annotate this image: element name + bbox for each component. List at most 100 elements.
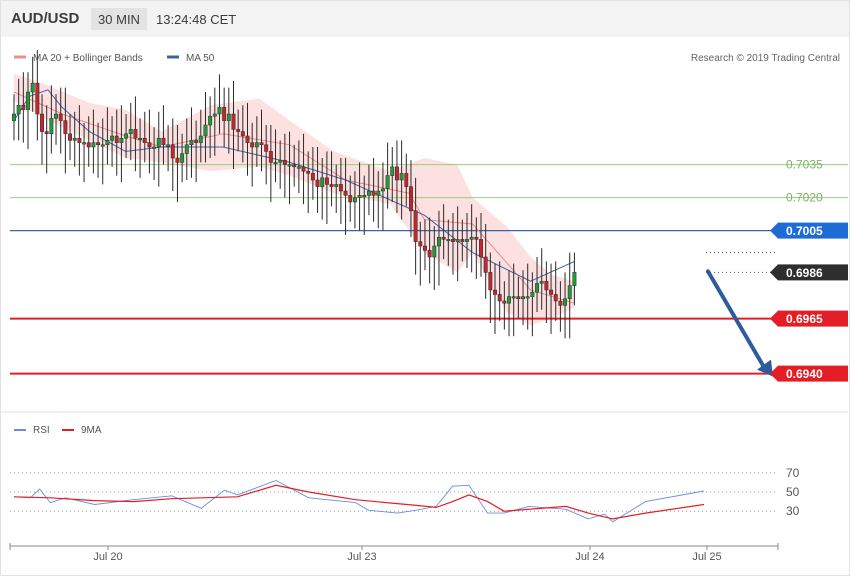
candle-body: [343, 190, 348, 196]
timeframe-label: 30 MIN: [98, 12, 140, 27]
candle-body: [352, 197, 357, 203]
candle-body: [44, 131, 49, 135]
candles: [12, 50, 577, 339]
candle-body: [427, 250, 432, 258]
clock-label: 13:24:48 CET: [156, 12, 237, 27]
candle-body: [488, 272, 493, 291]
rsi-ma-legend-label: 9MA: [81, 425, 102, 436]
candle-body: [142, 137, 147, 143]
candle-body: [86, 142, 91, 148]
candle-body: [161, 137, 166, 146]
candle-body: [539, 280, 544, 284]
support-2-tag: [778, 365, 848, 382]
candle-body: [152, 146, 157, 149]
candle-body: [147, 142, 152, 148]
candle-body: [306, 170, 311, 174]
candle-body: [72, 137, 77, 141]
candle-body: [474, 236, 479, 240]
candle-body: [128, 129, 133, 135]
candle-body: [437, 236, 441, 247]
rsi-legend-label: RSI: [33, 425, 50, 436]
last-price-tag-pointer: [770, 264, 778, 281]
symbol-label: AUD/USD: [11, 10, 80, 27]
candle-body: [572, 272, 577, 286]
x-tick-label: Jul 23: [347, 551, 376, 563]
candle-body: [413, 210, 418, 242]
candle-body: [315, 179, 320, 187]
candle-body: [278, 159, 283, 163]
candle-body: [497, 294, 502, 302]
candle-body: [114, 135, 119, 143]
candle-body: [82, 142, 86, 145]
copyright-label: Research © 2019 Trading Central: [691, 53, 840, 64]
candle-body: [217, 107, 222, 115]
timeframe-selector[interactable]: 30 MIN: [91, 8, 147, 30]
candle-body: [385, 175, 390, 190]
chart-header: AUD/USD 30 MIN 13:24:48 CET: [1, 1, 849, 37]
candle-body: [338, 184, 343, 192]
candle-body: [465, 239, 469, 242]
ma50-line: [13, 89, 575, 282]
projection-arrowhead: [757, 359, 773, 377]
candle-body: [409, 186, 413, 212]
candle-body: [212, 113, 217, 117]
candle-body: [250, 142, 255, 148]
candle-body: [240, 131, 245, 137]
candle-body: [208, 115, 213, 126]
candle-body: [544, 280, 549, 291]
projection-arrow: [706, 269, 768, 373]
candle-body: [40, 113, 44, 132]
candle-body: [348, 195, 353, 203]
candle-body: [231, 113, 236, 130]
candle-body: [451, 239, 455, 242]
candle-body: [264, 144, 269, 152]
candle-body: [479, 239, 483, 258]
candle-body: [245, 135, 250, 143]
candle-body: [432, 245, 437, 258]
candle-body: [460, 239, 465, 242]
candle-body: [334, 184, 339, 187]
candle-body: [493, 289, 497, 295]
ma20-legend-label: MA 20 + Bollinger Bands: [33, 53, 143, 64]
candle-body: [371, 190, 376, 196]
candle-body: [418, 241, 423, 247]
candle-body: [362, 195, 367, 198]
ma50-legend-label: MA 50: [186, 53, 215, 64]
candle-body: [320, 177, 325, 187]
candle-body: [138, 137, 143, 140]
candle-body: [549, 289, 553, 295]
candle-body: [259, 142, 264, 146]
candle-body: [26, 91, 30, 110]
candle-body: [203, 124, 208, 137]
candle-body: [105, 140, 110, 146]
candle-body: [301, 166, 306, 172]
candle-body: [68, 133, 72, 141]
candle-body: [380, 188, 385, 192]
candle-body: [521, 296, 525, 300]
support-1-label: 0.6965: [786, 312, 823, 326]
support-1-tag-pointer: [770, 310, 778, 327]
candle-body: [236, 129, 241, 132]
candle-body: [226, 113, 231, 121]
resistance-1-label: 0.7020: [786, 191, 823, 205]
candle-body: [483, 256, 488, 273]
last-price-label: 0.6986: [786, 266, 823, 280]
candle-body: [357, 195, 362, 198]
candle-body: [96, 142, 101, 146]
candle-body: [222, 107, 227, 121]
candle-body: [54, 113, 58, 119]
candle-body: [390, 166, 395, 176]
candle-body: [553, 294, 558, 302]
candle-body: [282, 159, 287, 165]
candle-body: [441, 236, 446, 240]
pivot-tag-pointer: [770, 222, 778, 239]
candle-body: [446, 239, 451, 242]
rsi-tick-30: 30: [786, 504, 800, 518]
candle-body: [287, 164, 292, 167]
candle-body: [166, 144, 171, 147]
candle-body: [77, 137, 82, 143]
candle-body: [184, 144, 189, 154]
candle-body: [511, 296, 516, 299]
candle-body: [567, 285, 572, 300]
candle-body: [119, 137, 124, 143]
